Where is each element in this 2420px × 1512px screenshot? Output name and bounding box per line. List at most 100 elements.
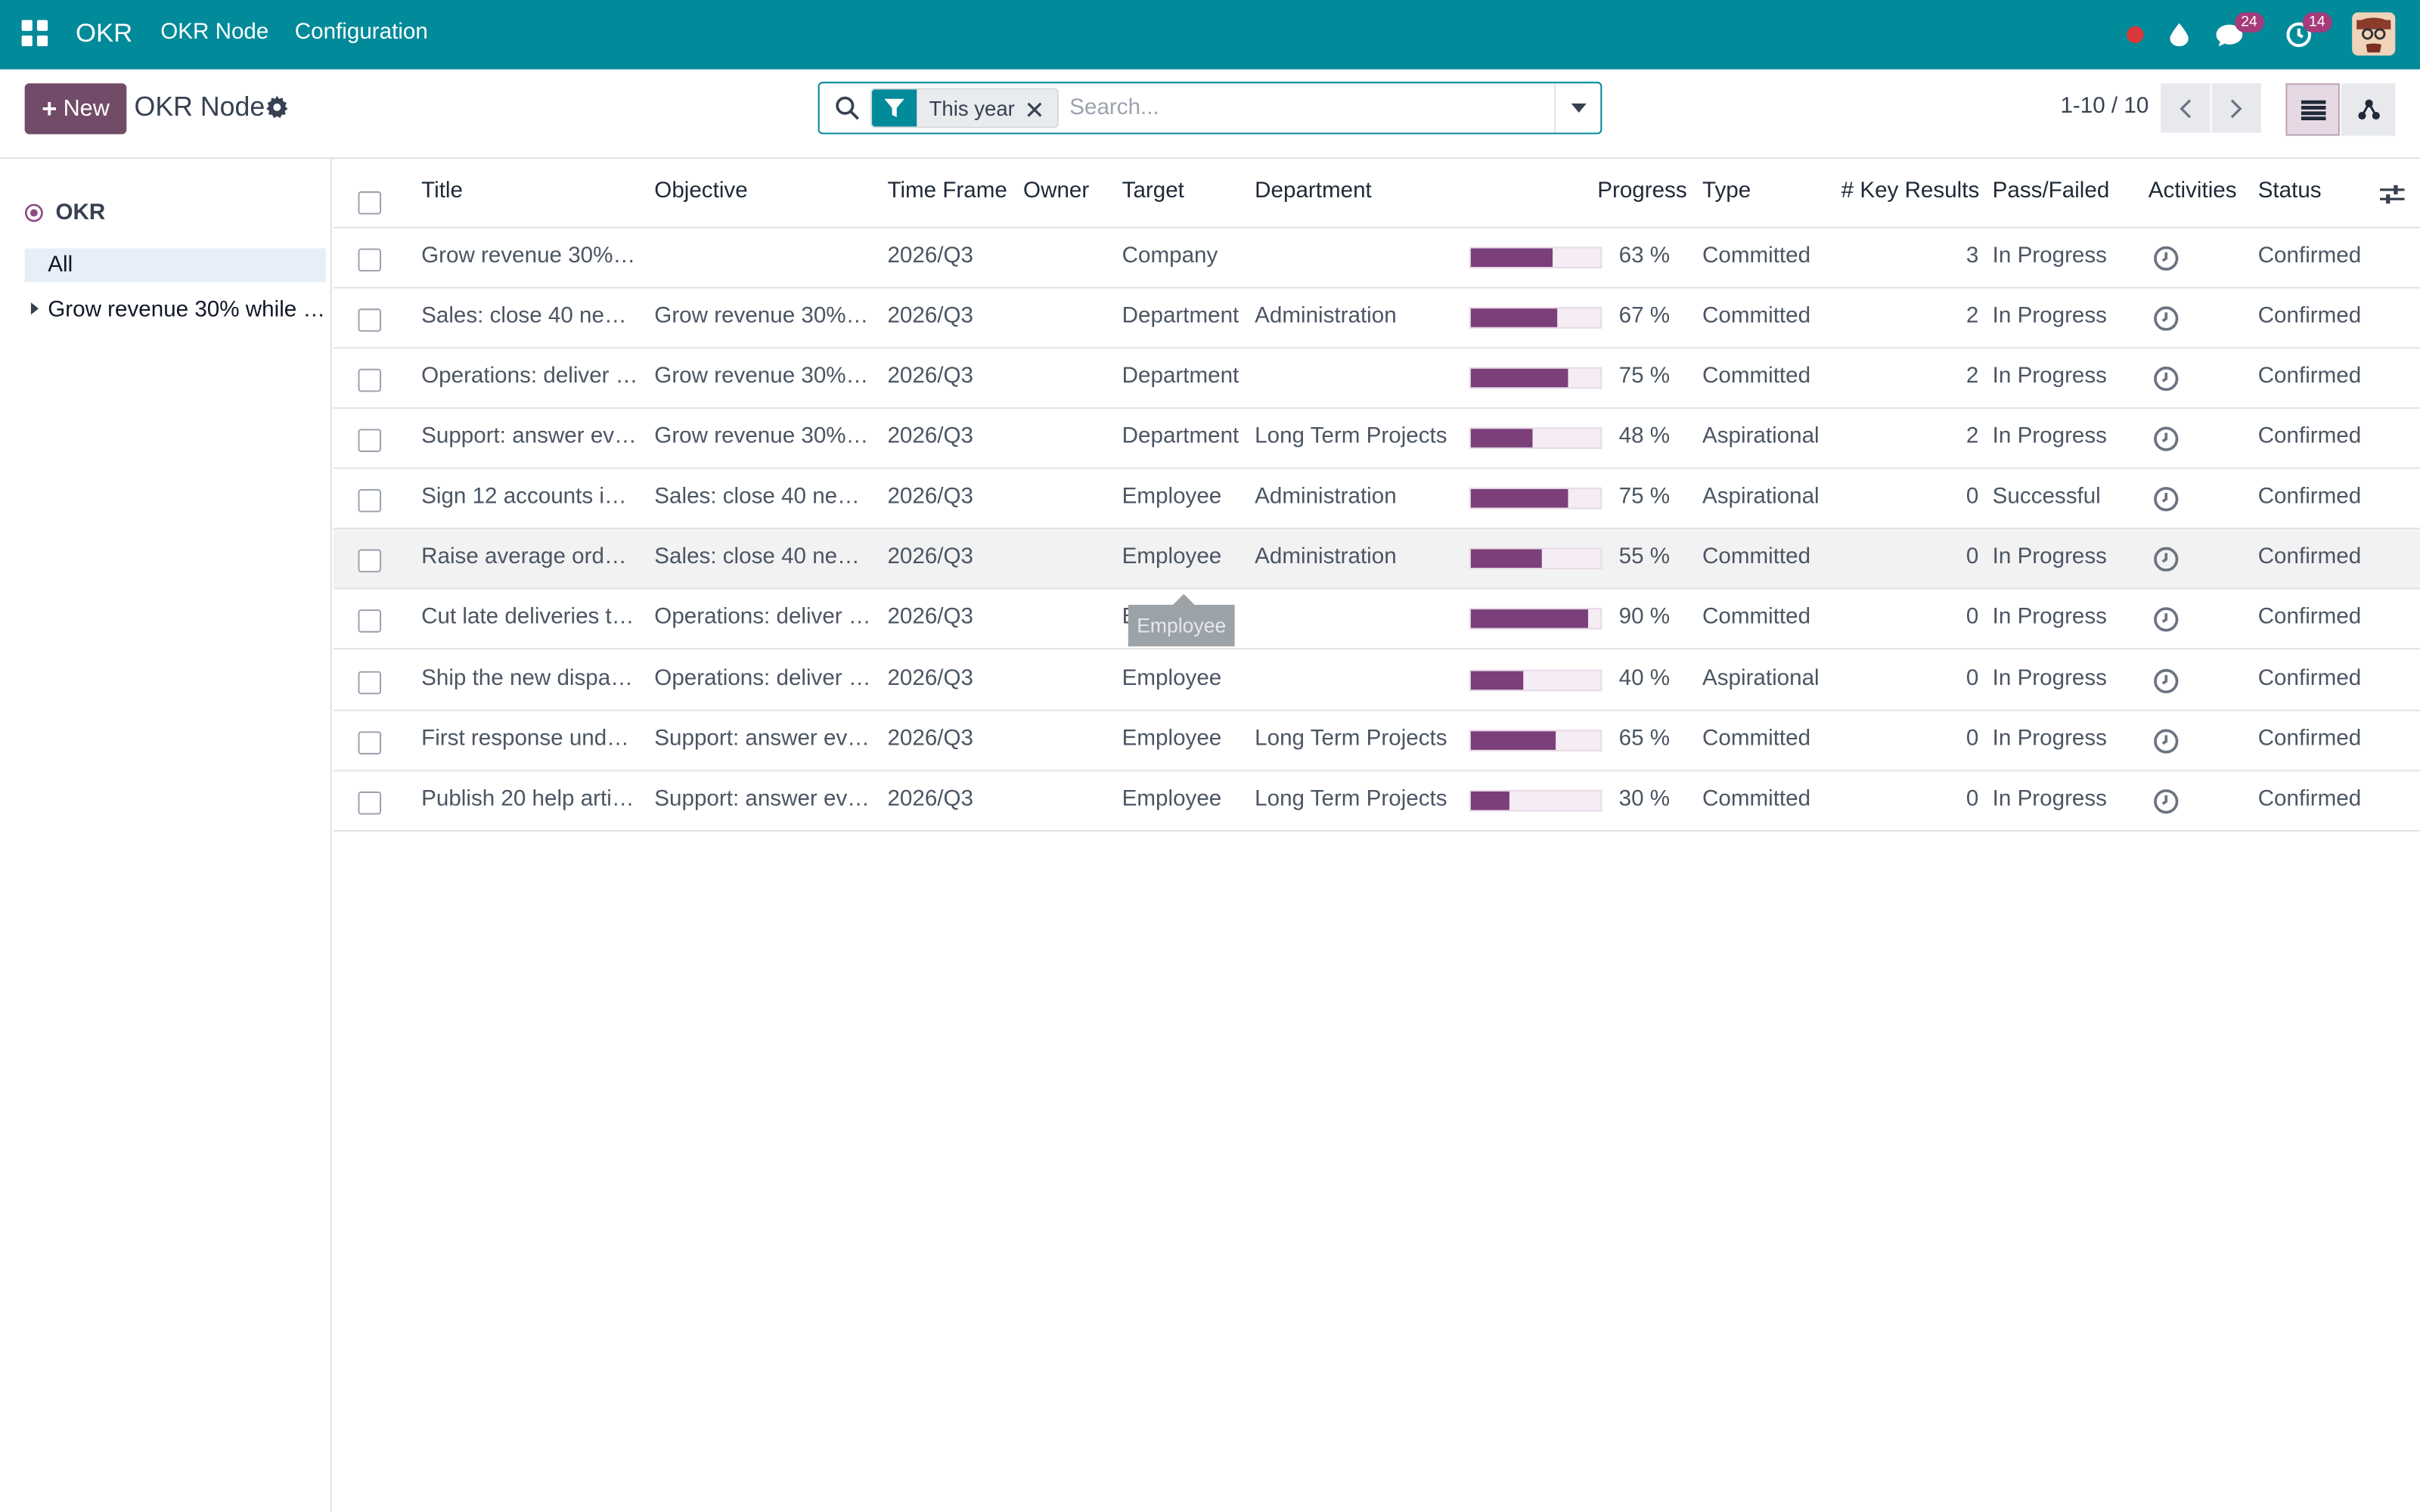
user-avatar[interactable] xyxy=(2352,12,2396,56)
progress-bar-fill xyxy=(1470,488,1568,508)
table-row[interactable]: Grow revenue 30% while keeping costs fla… xyxy=(333,228,2420,289)
row-checkbox[interactable] xyxy=(358,368,382,392)
new-button-label: New xyxy=(63,95,110,122)
progress-bar-fill xyxy=(1470,671,1523,690)
table-row[interactable]: Raise average order value Sales: close 40… xyxy=(333,528,2420,590)
activities-clock-icon[interactable] xyxy=(2281,0,2315,70)
table-row[interactable]: First response under 1 hour Support: answ… xyxy=(333,711,2420,772)
row-checkbox[interactable] xyxy=(358,671,382,695)
activity-clock-icon[interactable] xyxy=(2153,789,2180,815)
col-title[interactable]: Title xyxy=(421,178,463,204)
activity-clock-icon[interactable] xyxy=(2153,546,2180,572)
app-brand[interactable]: OKR xyxy=(75,18,133,48)
filter-facet[interactable]: This year ✕ xyxy=(870,88,1059,129)
col-department[interactable]: Department xyxy=(1255,178,1372,204)
table-row[interactable]: Support: answer every ticket Grow revenue… xyxy=(333,408,2420,469)
cell-title: Sign 12 accounts in new region xyxy=(421,484,639,510)
activity-clock-icon[interactable] xyxy=(2153,606,2180,633)
table-row[interactable]: Cut late deliveries to zero Operations: d… xyxy=(333,589,2420,650)
col-target[interactable]: Target xyxy=(1122,178,1184,204)
chevron-left-icon xyxy=(2180,98,2192,118)
col-type[interactable]: Type xyxy=(1702,178,1751,204)
activity-clock-icon[interactable] xyxy=(2153,305,2180,332)
activity-clock-icon[interactable] xyxy=(2153,668,2180,695)
hierarchy-view-button[interactable] xyxy=(2341,83,2396,136)
table-row[interactable]: Sales: close 40 new accounts Grow revenue… xyxy=(333,288,2420,349)
apps-menu-icon[interactable] xyxy=(21,20,48,47)
optional-columns-icon[interactable] xyxy=(2379,182,2405,207)
cell-title: First response under 1 hour xyxy=(421,727,639,751)
cell-objective: Operations: deliver on time xyxy=(654,604,873,630)
table-row[interactable]: Ship the new dispatch system Operations: … xyxy=(333,651,2420,711)
cell-objective: Support: answer every ticket xyxy=(654,727,872,751)
activity-clock-icon[interactable] xyxy=(2153,426,2180,452)
record-status-icon[interactable] xyxy=(2121,0,2149,70)
cell-type: Committed xyxy=(1702,604,1811,630)
cell-pass-failed: In Progress xyxy=(1992,424,2108,449)
tooltip: Employee xyxy=(1128,593,1235,647)
control-panel: + New OKR Node This year ✕ xyxy=(0,69,2420,160)
activity-clock-icon[interactable] xyxy=(2153,728,2180,754)
table-row[interactable]: Publish 20 help articles Support: answer … xyxy=(333,771,2420,832)
search-input[interactable] xyxy=(1069,91,1548,125)
progress-bar xyxy=(1469,730,1602,751)
cell-objective: Sales: close 40 new accounts xyxy=(654,484,873,510)
cell-progress-label: 75 % xyxy=(1618,364,1671,389)
col-activities[interactable]: Activities xyxy=(2148,178,2237,204)
search-panel-sidebar: OKR All Grow revenue 30% while keeping c… xyxy=(0,159,332,1512)
sidebar-title-label: OKR xyxy=(55,200,106,225)
caret-right-icon[interactable] xyxy=(30,302,39,315)
search-options-toggle[interactable] xyxy=(1554,83,1600,133)
col-owner[interactable]: Owner xyxy=(1023,178,1090,204)
search-icon[interactable] xyxy=(835,96,860,121)
cell-pass-failed: In Progress xyxy=(1992,786,2108,812)
row-checkbox[interactable] xyxy=(358,791,382,815)
pager-next-button[interactable] xyxy=(2211,83,2261,133)
messages-icon[interactable] xyxy=(2210,0,2247,70)
table-row[interactable]: Sign 12 accounts in new region Sales: clo… xyxy=(333,469,2420,529)
cell-department: Long Term Projects xyxy=(1255,727,1447,751)
row-checkbox[interactable] xyxy=(358,488,382,513)
cell-target: Employee xyxy=(1122,484,1222,510)
activity-clock-icon[interactable] xyxy=(2153,486,2180,513)
activity-clock-icon[interactable] xyxy=(2153,245,2180,271)
list-view-button[interactable] xyxy=(2285,83,2340,136)
select-all-checkbox[interactable] xyxy=(358,191,382,215)
cell-time-frame: 2026/Q3 xyxy=(887,243,974,269)
table-row[interactable]: Operations: deliver on time Grow revenue … xyxy=(333,349,2420,409)
sidebar-item-all[interactable]: All xyxy=(24,248,326,283)
col-progress[interactable]: Progress xyxy=(1597,178,1687,204)
activity-clock-icon[interactable] xyxy=(2153,366,2180,392)
pager-previous-button[interactable] xyxy=(2161,83,2211,133)
cell-type: Aspirational xyxy=(1702,424,1820,449)
cell-status: Confirmed xyxy=(2257,786,2362,812)
row-checkbox[interactable] xyxy=(358,248,382,272)
row-checkbox[interactable] xyxy=(358,549,382,573)
row-checkbox[interactable] xyxy=(358,429,382,452)
gear-icon[interactable] xyxy=(265,95,289,119)
col-objective[interactable]: Objective xyxy=(654,178,748,204)
row-checkbox[interactable] xyxy=(358,609,382,633)
col-status[interactable]: Status xyxy=(2257,178,2322,204)
row-checkbox[interactable] xyxy=(358,308,382,332)
col-time-frame[interactable]: Time Frame xyxy=(887,178,1007,204)
menu-configuration[interactable]: Configuration xyxy=(294,20,428,45)
cell-title: Ship the new dispatch system xyxy=(421,666,639,692)
cell-progress-label: 90 % xyxy=(1618,604,1671,630)
cell-target: Employee xyxy=(1122,544,1222,570)
menu-okr-node[interactable]: OKR Node xyxy=(160,20,269,45)
cell-title: Operations: deliver on time xyxy=(421,364,639,389)
pager-value[interactable]: 1-10 / 10 xyxy=(2060,94,2149,119)
row-checkbox[interactable] xyxy=(358,731,382,754)
droplet-icon[interactable] xyxy=(2164,0,2195,70)
cell-target: Employee xyxy=(1122,727,1222,751)
close-icon[interactable]: ✕ xyxy=(1024,98,1045,125)
col-pass-failed[interactable]: Pass/Failed xyxy=(1992,178,2110,204)
cell-target: Employee xyxy=(1122,786,1222,812)
progress-bar xyxy=(1469,608,1602,630)
sidebar-item-node[interactable]: Grow revenue 30% while keeping costs fla… xyxy=(30,298,329,323)
new-button[interactable]: + New xyxy=(24,83,127,135)
cell-time-frame: 2026/Q3 xyxy=(887,604,974,630)
cell-target: Company xyxy=(1122,243,1218,269)
col-key-results[interactable]: # Key Results xyxy=(1841,178,1980,204)
